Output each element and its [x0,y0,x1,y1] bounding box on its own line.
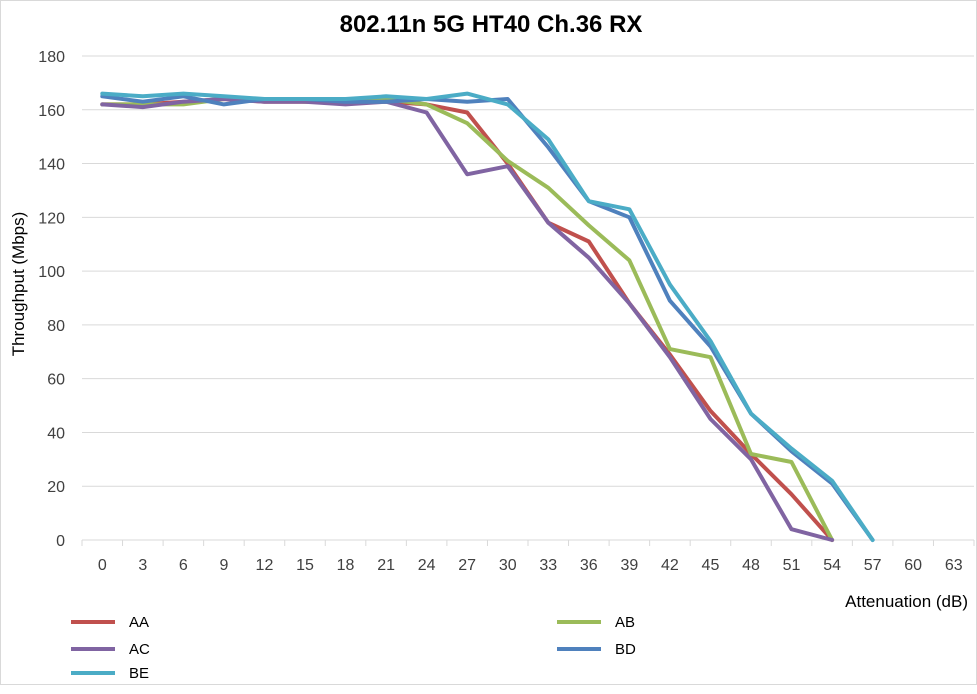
y-tick-label: 100 [38,264,65,281]
x-tick-label: 42 [661,557,679,574]
y-tick-label: 20 [47,479,65,496]
x-tick-label: 3 [138,557,147,574]
legend-item-aa: AA [71,614,149,631]
legend-label: AA [129,614,149,631]
series-line-aa [100,97,835,542]
series-line-ab [100,97,835,542]
legend-label: BD [615,641,636,658]
series-line-ac [100,97,835,542]
x-tick-label: 63 [945,557,963,574]
y-tick-label: 80 [47,318,65,335]
series-lines [100,91,875,542]
x-tick-label: 36 [580,557,598,574]
y-tick-label: 0 [56,533,65,550]
x-tick-label: 12 [256,557,274,574]
legend-label: AC [129,641,150,658]
y-tick-label: 160 [38,103,65,120]
x-tick-label: 24 [418,557,436,574]
x-tick-label: 18 [337,557,355,574]
series-line-be [100,91,875,542]
x-axis-label: Attenuation (dB) [845,592,968,611]
x-tick-label: 21 [377,557,395,574]
x-tick-label: 6 [179,557,188,574]
y-tick-label: 140 [38,157,65,174]
legend-item-bd: BD [557,641,636,658]
x-tick-label: 57 [864,557,882,574]
x-tick-label: 45 [702,557,720,574]
x-tick-label: 48 [742,557,760,574]
x-tick-label: 54 [823,557,841,574]
x-tick-label: 15 [296,557,314,574]
x-tick-label: 27 [458,557,476,574]
legend-item-ac: AC [71,641,150,658]
chart-title: 802.11n 5G HT40 Ch.36 RX [340,11,643,38]
y-axis-label: Throughput (Mbps) [9,212,28,357]
legend-item-be: BE [71,665,149,682]
y-tick-label: 60 [47,372,65,389]
x-tick-label: 30 [499,557,517,574]
x-tick-label: 33 [539,557,557,574]
x-tick-label: 39 [620,557,638,574]
legend-item-ab: AB [557,614,635,631]
legend-label: AB [615,614,635,631]
y-tick-label: 120 [38,210,65,227]
x-tick-label: 60 [904,557,922,574]
y-tick-label: 40 [47,425,65,442]
x-tick-label: 9 [219,557,228,574]
gridlines [82,55,974,487]
y-tick-label: 180 [38,49,65,66]
x-tick-label: 51 [783,557,801,574]
legend: AA AB AC BD BE [71,614,636,682]
x-tick-label: 0 [98,557,107,574]
legend-label: BE [129,665,149,682]
